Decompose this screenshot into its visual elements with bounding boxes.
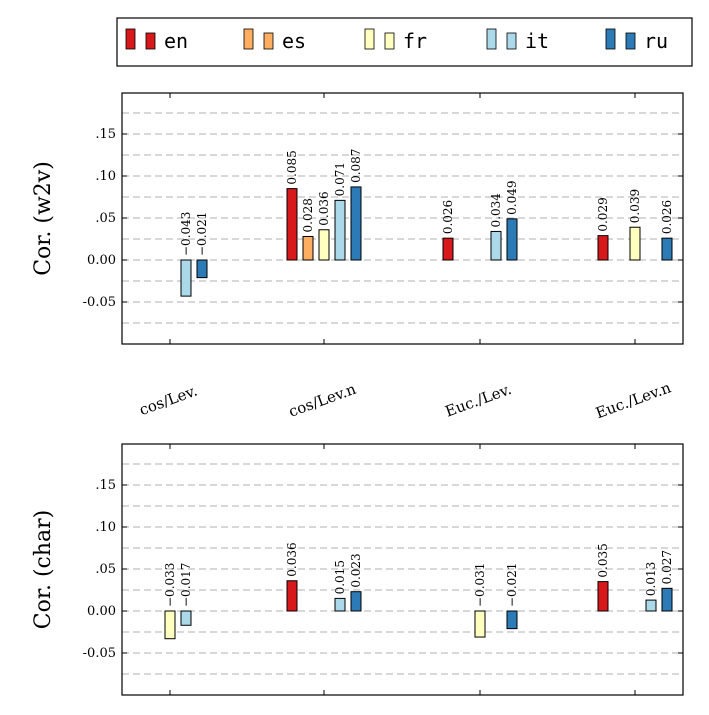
bar-it [334, 597, 346, 612]
data-label: 0.087 [349, 149, 363, 183]
legend-box [116, 17, 693, 67]
data-label: 0.034 [489, 193, 503, 228]
bar-en [286, 188, 298, 261]
bar-fr [629, 226, 641, 261]
legend-swatch-fr [384, 32, 395, 50]
data-label: 0.028 [301, 198, 315, 232]
bar-en [597, 581, 609, 612]
bar-es [302, 235, 314, 261]
x-category-label: cos/Lev. [137, 382, 200, 420]
data-label: −0.021 [505, 563, 519, 607]
bar-fr [164, 610, 176, 640]
legend-label-ru: ru [644, 29, 668, 53]
legend-label-it: it [525, 29, 549, 53]
data-label: 0.085 [285, 150, 299, 184]
y-tick-label: 0.00 [87, 253, 116, 268]
y-tick-label: .05 [95, 562, 116, 577]
data-label: 0.026 [660, 200, 674, 234]
bar-it [334, 199, 346, 261]
bar-ru [350, 186, 362, 261]
bar-it [180, 610, 192, 626]
data-label: 0.015 [333, 560, 347, 594]
y-tick-label: -0.05 [83, 295, 116, 310]
y-axis-label: Cor. (w2v) [31, 161, 56, 276]
data-label: 0.029 [596, 197, 610, 231]
legend-swatch-it [506, 32, 517, 50]
bar-fr [474, 610, 486, 638]
data-label: 0.036 [317, 191, 331, 225]
y-tick-label: .05 [95, 211, 116, 226]
y-axis-label: Cor. (char) [31, 510, 56, 629]
x-category-label: Euc./Lev.n [593, 378, 674, 422]
bar-ru [661, 237, 673, 261]
data-label: 0.013 [644, 562, 658, 596]
data-label: 0.035 [596, 543, 610, 577]
y-tick-label: -0.05 [83, 646, 116, 661]
data-label: 0.026 [441, 200, 455, 234]
bar-ru [506, 610, 518, 630]
legend-swatch-es [243, 28, 254, 50]
y-tick-label: .10 [95, 169, 116, 184]
legend-swatch-en [125, 28, 136, 50]
bar-it [180, 259, 192, 297]
bar-ru [506, 218, 518, 261]
data-label: −0.043 [179, 212, 193, 256]
y-tick-label: .15 [95, 127, 116, 142]
legend-swatch-fr [364, 28, 375, 50]
legend-swatch-es [263, 32, 274, 50]
bar-fr [318, 229, 330, 261]
data-label: 0.036 [285, 542, 299, 576]
data-label: −0.021 [195, 212, 209, 256]
legend-swatch-ru [605, 28, 616, 50]
bar-it [645, 599, 657, 612]
bar-en [286, 580, 298, 612]
legend-label-fr: fr [403, 29, 427, 53]
legend-swatch-it [486, 28, 497, 50]
legend-label-es: es [282, 29, 306, 53]
y-tick-label: .15 [95, 478, 116, 493]
data-label: 0.039 [628, 189, 642, 223]
bar-it [490, 230, 502, 261]
data-label: 0.049 [505, 180, 519, 214]
bar-ru [196, 259, 208, 279]
bar-ru [350, 591, 362, 612]
bar-en [442, 237, 454, 261]
y-tick-label: .10 [95, 520, 116, 535]
data-label: −0.031 [473, 563, 487, 607]
data-label: −0.033 [163, 563, 177, 607]
x-category-label: cos/Lev.n [286, 380, 358, 421]
x-category-label: Euc./Lev. [443, 380, 514, 421]
data-label: 0.023 [349, 553, 363, 587]
legend-swatch-en [145, 32, 156, 50]
legend-label-en: en [164, 29, 188, 53]
data-label: 0.071 [333, 162, 347, 196]
bar-ru [661, 587, 673, 612]
data-label: −0.017 [179, 563, 193, 607]
y-tick-label: 0.00 [87, 604, 116, 619]
legend-swatch-ru [625, 32, 636, 50]
data-label: 0.027 [660, 550, 674, 584]
bar-en [597, 235, 609, 261]
